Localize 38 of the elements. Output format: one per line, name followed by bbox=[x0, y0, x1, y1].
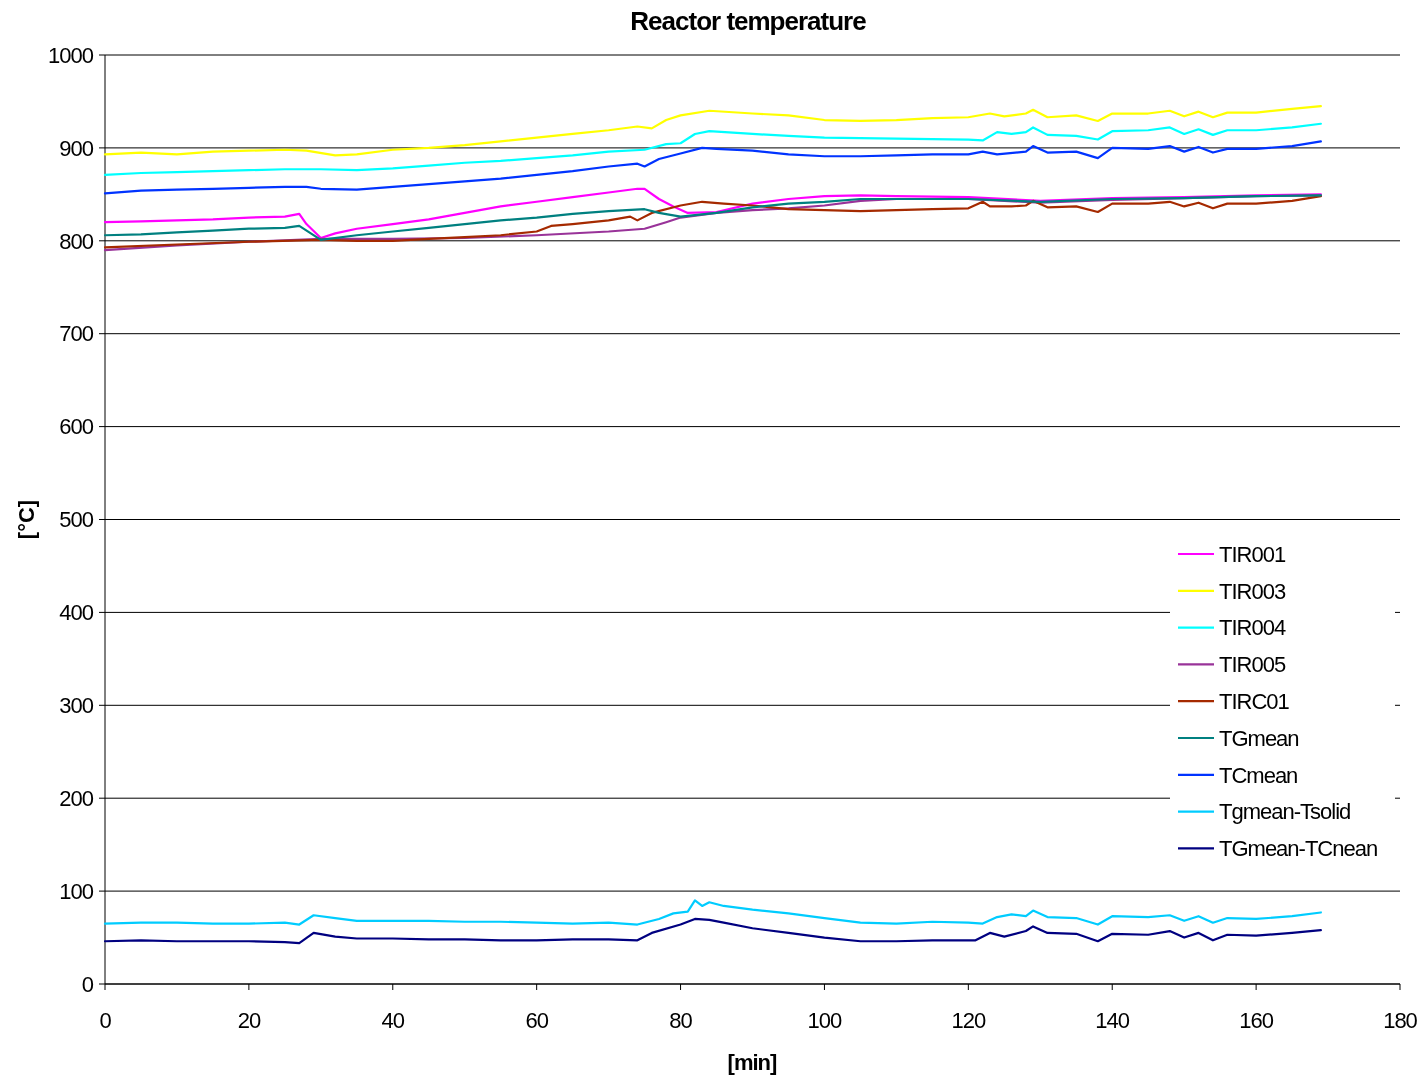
legend-label: TIR001 bbox=[1219, 541, 1286, 567]
x-tick-label: 140 bbox=[1095, 1008, 1130, 1033]
x-tick-label: 60 bbox=[525, 1008, 549, 1033]
x-tick-label: 100 bbox=[807, 1008, 843, 1033]
legend-label: Tgmean-Tsolid bbox=[1219, 799, 1351, 825]
y-tick-label: 200 bbox=[59, 785, 94, 811]
x-tick-label: 80 bbox=[669, 1008, 693, 1033]
line-series bbox=[103, 105, 1322, 157]
x-tick-label: 0 bbox=[99, 1008, 112, 1033]
y-tick-label: 700 bbox=[59, 321, 94, 347]
legend-label: TGmean bbox=[1219, 725, 1299, 751]
y-tick-label: 100 bbox=[59, 878, 94, 904]
line-series bbox=[103, 140, 1322, 195]
x-tick-label: 40 bbox=[381, 1008, 405, 1033]
y-tick-label: 400 bbox=[59, 600, 94, 626]
line-series bbox=[103, 122, 1322, 176]
x-tick-label: 20 bbox=[237, 1008, 261, 1033]
legend-label: TIRC01 bbox=[1219, 688, 1290, 714]
chart-title: Reactor temperature bbox=[630, 6, 867, 36]
y-tick-label: 800 bbox=[59, 228, 94, 254]
y-tick-label: 0 bbox=[81, 971, 94, 997]
x-tick-label: 120 bbox=[951, 1008, 986, 1033]
y-axis-title: [°C] bbox=[14, 499, 39, 540]
y-tick-label: 300 bbox=[59, 693, 94, 718]
legend-label: TIR004 bbox=[1219, 615, 1286, 641]
x-tick-label: 160 bbox=[1239, 1008, 1274, 1033]
y-tick-label: 900 bbox=[59, 135, 94, 161]
legend-label: TIR003 bbox=[1219, 578, 1286, 604]
x-axis-title: [min] bbox=[727, 1050, 778, 1075]
legend-label: TIR005 bbox=[1219, 652, 1286, 678]
x-tick-label: 180 bbox=[1383, 1008, 1418, 1033]
line-series bbox=[103, 917, 1322, 945]
legend-label: TCmean bbox=[1219, 762, 1298, 788]
legend-label: TGmean-TCnean bbox=[1219, 836, 1378, 862]
y-tick-label: 500 bbox=[59, 507, 94, 533]
y-tick-label: 600 bbox=[59, 414, 94, 440]
y-tick-label: 1000 bbox=[48, 42, 94, 68]
line-series bbox=[103, 899, 1322, 926]
